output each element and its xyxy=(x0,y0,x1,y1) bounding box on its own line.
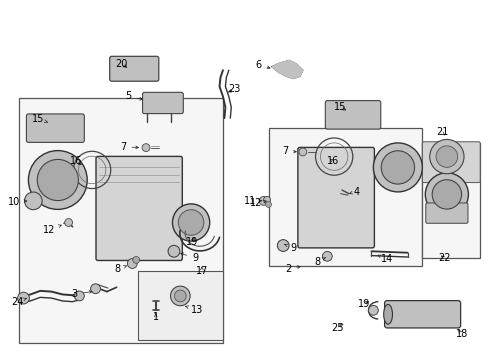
Bar xyxy=(269,128,422,266)
FancyBboxPatch shape xyxy=(143,92,183,114)
Circle shape xyxy=(299,148,307,156)
Text: 17: 17 xyxy=(196,266,208,276)
Circle shape xyxy=(133,256,140,264)
Text: 7: 7 xyxy=(121,142,139,152)
Bar xyxy=(422,143,480,258)
Text: 25: 25 xyxy=(331,323,343,333)
FancyBboxPatch shape xyxy=(385,301,461,328)
FancyBboxPatch shape xyxy=(422,142,480,183)
Text: 11: 11 xyxy=(244,196,262,206)
Text: 15: 15 xyxy=(334,102,347,112)
FancyBboxPatch shape xyxy=(110,56,159,81)
Text: 21: 21 xyxy=(436,127,448,138)
FancyBboxPatch shape xyxy=(298,147,374,248)
Circle shape xyxy=(322,251,332,261)
Text: 6: 6 xyxy=(256,60,270,70)
Text: 9: 9 xyxy=(181,253,198,264)
Circle shape xyxy=(266,202,271,207)
Text: 18: 18 xyxy=(455,329,467,339)
Text: 12: 12 xyxy=(249,198,266,208)
Circle shape xyxy=(259,197,268,205)
Circle shape xyxy=(436,146,458,167)
Circle shape xyxy=(91,284,100,294)
Circle shape xyxy=(264,196,270,203)
Circle shape xyxy=(430,139,464,174)
Circle shape xyxy=(171,286,190,306)
Text: 14: 14 xyxy=(378,254,393,264)
Text: 10: 10 xyxy=(8,197,27,207)
Text: 23: 23 xyxy=(228,84,241,94)
Text: 12: 12 xyxy=(43,225,61,235)
Text: 8: 8 xyxy=(115,264,126,274)
Circle shape xyxy=(74,291,84,301)
Text: 16: 16 xyxy=(70,156,82,166)
Polygon shape xyxy=(272,60,303,78)
Text: 1: 1 xyxy=(153,312,159,322)
FancyBboxPatch shape xyxy=(96,156,182,261)
Ellipse shape xyxy=(384,304,392,324)
Circle shape xyxy=(168,246,180,257)
Text: 9: 9 xyxy=(285,243,296,253)
FancyBboxPatch shape xyxy=(325,100,381,129)
Text: 2: 2 xyxy=(285,264,300,274)
Circle shape xyxy=(142,144,150,152)
Text: 16: 16 xyxy=(327,156,339,166)
Circle shape xyxy=(174,290,186,302)
Text: 24: 24 xyxy=(11,297,26,307)
Circle shape xyxy=(432,180,462,209)
Circle shape xyxy=(24,192,42,210)
Circle shape xyxy=(277,240,289,251)
Text: 19: 19 xyxy=(186,237,198,247)
Text: 3: 3 xyxy=(72,289,92,300)
Circle shape xyxy=(37,159,78,201)
Text: 5: 5 xyxy=(125,91,143,102)
Circle shape xyxy=(178,210,204,235)
Circle shape xyxy=(127,258,137,269)
Text: 20: 20 xyxy=(115,59,128,69)
Circle shape xyxy=(18,292,29,304)
Circle shape xyxy=(381,151,415,184)
Circle shape xyxy=(373,143,422,192)
Text: 19: 19 xyxy=(357,299,369,309)
Bar xyxy=(138,271,223,340)
Text: 13: 13 xyxy=(185,305,203,315)
Text: 15: 15 xyxy=(32,114,48,124)
Circle shape xyxy=(368,305,378,315)
FancyBboxPatch shape xyxy=(26,114,84,143)
Circle shape xyxy=(425,173,468,216)
FancyBboxPatch shape xyxy=(426,203,468,223)
Text: 22: 22 xyxy=(439,253,451,264)
Bar xyxy=(19,98,223,343)
Text: 4: 4 xyxy=(350,186,360,197)
Circle shape xyxy=(172,204,210,241)
Text: 7: 7 xyxy=(282,146,296,156)
Text: 8: 8 xyxy=(315,257,326,267)
Circle shape xyxy=(28,150,87,210)
Circle shape xyxy=(65,219,73,226)
